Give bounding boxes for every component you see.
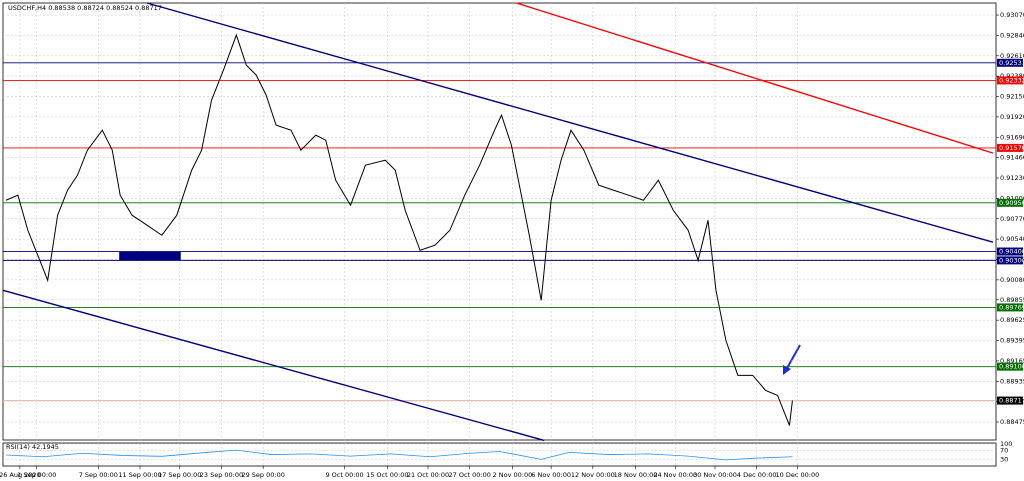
trend-line xyxy=(146,2,994,243)
indicator-tick-label: 70 xyxy=(1000,447,1008,455)
x-tick-label: 7 Sep 00:00 xyxy=(79,471,118,479)
y-tick-label: 0.89625 xyxy=(1000,316,1024,324)
x-tick-label: 4 Dec 00:00 xyxy=(737,471,777,479)
x-tick-label: 27 Oct 00:00 xyxy=(449,471,491,479)
indicator-title: RSI(14) 42.1945 xyxy=(6,443,59,451)
x-tick-label: 30 Nov 00:00 xyxy=(693,471,737,479)
x-tick-label: 15 Oct 00:00 xyxy=(366,471,408,479)
x-tick-label: 18 Nov 00:00 xyxy=(614,471,658,479)
indicator-frame xyxy=(2,442,997,467)
level-label: 0.90400 xyxy=(999,248,1024,256)
arrow xyxy=(785,344,801,371)
x-tick-label: 9 Oct 00:00 xyxy=(325,471,363,479)
level-label: 0.89100 xyxy=(999,363,1024,371)
x-tick-label: 11 Sep 00:00 xyxy=(118,471,161,479)
x-tick-label: 23 Sep 00:00 xyxy=(200,471,243,479)
level-label-box xyxy=(997,198,1023,207)
x-tick-label: 6 Nov 00:00 xyxy=(531,471,571,479)
x-tick-label: 29 Sep 00:00 xyxy=(241,471,284,479)
level-label-box xyxy=(997,303,1023,312)
x-tick-label: 26 Aug 2020 xyxy=(0,471,41,479)
y-tick-label: 0.89855 xyxy=(1000,296,1024,304)
x-tick-label: 2 Nov 00:00 xyxy=(493,471,533,479)
level-label: 0.90300 xyxy=(999,256,1024,264)
level-label: 0.92531 xyxy=(999,59,1024,67)
rsi-line xyxy=(5,449,793,461)
x-tick-label: 1 Sep 00:00 xyxy=(17,471,56,479)
zone-box xyxy=(119,251,181,261)
level-label-box xyxy=(997,76,1023,85)
price-line xyxy=(5,33,793,426)
x-tick-label: 10 Dec 00:00 xyxy=(776,471,820,479)
level-label-box xyxy=(997,143,1023,152)
level-label-box xyxy=(997,396,1023,405)
x-tick-label: 12 Nov 00:00 xyxy=(571,471,615,479)
trend-line xyxy=(2,289,545,442)
x-tick-label: 17 Sep 00:00 xyxy=(158,471,201,479)
level-label-box xyxy=(997,247,1023,256)
x-tick-label: 24 Nov 00:00 xyxy=(653,471,697,479)
level-label: 0.88717 xyxy=(999,397,1024,405)
y-tick-label: 0.89165 xyxy=(1000,357,1024,365)
y-tick-label: 0.89395 xyxy=(1000,337,1024,345)
y-tick-label: 0.88935 xyxy=(1000,377,1024,385)
level-label-box xyxy=(997,362,1023,371)
chart-title: USDCHF,H4 0.88538 0.88724 0.88524 0.8871… xyxy=(8,4,162,12)
y-tick-label: 0.88475 xyxy=(1000,418,1024,426)
arrow-head xyxy=(783,365,791,375)
level-label-box xyxy=(997,58,1023,67)
indicator-tick-label: 100 xyxy=(1000,440,1012,448)
level-label: 0.89769 xyxy=(999,303,1024,311)
level-label: 0.91570 xyxy=(999,144,1024,152)
level-label-box xyxy=(997,256,1023,265)
plot-frame xyxy=(2,2,997,441)
level-label: 0.92332 xyxy=(999,76,1024,84)
indicator-tick-label: 30 xyxy=(1000,455,1008,463)
level-label: 0.90950 xyxy=(999,199,1024,207)
trend-line xyxy=(516,2,994,154)
x-tick-label: 21 Oct 00:00 xyxy=(407,471,449,479)
